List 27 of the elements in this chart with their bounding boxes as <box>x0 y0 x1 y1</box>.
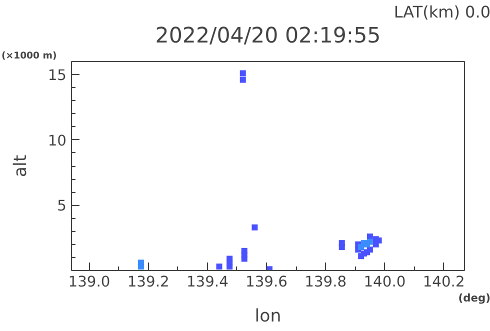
point <box>366 238 373 245</box>
x-tick-label: 139.2 <box>127 274 170 290</box>
x-tick-label: 139.0 <box>68 274 110 290</box>
text: LAT(km) 0.0 <box>394 2 490 22</box>
text: (deg) <box>458 292 490 304</box>
x-axis-title: lon <box>254 306 282 326</box>
x-tick-label: 140.0 <box>364 274 406 290</box>
point <box>338 240 345 246</box>
x-tick-label: 139.8 <box>304 274 347 290</box>
y-tick-label: 15 <box>48 67 67 84</box>
point <box>138 260 144 266</box>
y-tick-label: 10 <box>48 132 67 150</box>
point <box>366 246 373 253</box>
x-tick-label: 139.4 <box>186 274 228 290</box>
y-tick-label: 5 <box>57 198 67 215</box>
point <box>252 224 258 230</box>
point <box>241 248 248 254</box>
point <box>216 264 222 270</box>
chart-title: 2022/04/20 02:19:55 <box>155 24 381 48</box>
x-tick-label: 139.6 <box>246 274 288 290</box>
point <box>226 256 233 262</box>
text: (×1000 m) <box>2 50 57 62</box>
point <box>366 234 373 240</box>
point <box>240 76 246 83</box>
x-tick-label: 140.2 <box>422 274 465 290</box>
point <box>240 70 246 76</box>
y-axis-title: alt <box>10 154 31 178</box>
